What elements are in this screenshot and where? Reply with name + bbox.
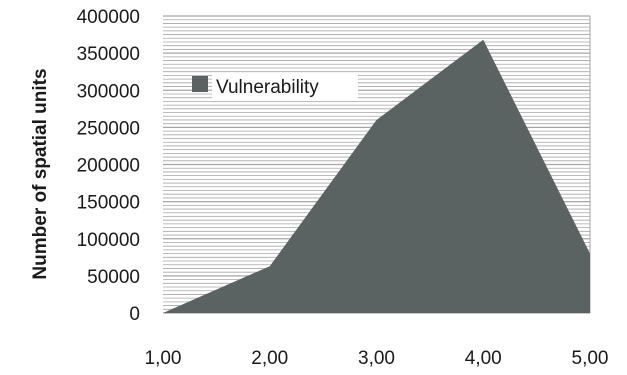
x-tick-label: 2,00 [251, 348, 288, 369]
y-tick-label: 150000 [77, 193, 140, 214]
x-tick-label: 5,00 [572, 348, 609, 369]
y-tick-label: 0 [129, 304, 140, 325]
y-tick-label: 400000 [77, 7, 140, 28]
y-tick-label: 250000 [77, 118, 140, 139]
legend: Vulnerability [192, 73, 358, 99]
y-tick-label: 100000 [77, 230, 140, 251]
legend-label-vulnerability: Vulnerability [216, 77, 319, 98]
x-tick-label: 3,00 [358, 348, 395, 369]
y-tick-label: 350000 [77, 44, 140, 65]
y-axis-ticks: 0 50000 100000 150000 200000 250000 300000 3500… [77, 7, 140, 325]
y-tick-label: 200000 [77, 156, 140, 177]
y-tick-label: 50000 [87, 267, 140, 288]
y-tick-label: 300000 [77, 81, 140, 102]
y-axis-title: Number of spatial units [30, 68, 51, 279]
x-axis-ticks: 1,00 2,00 3,00 4,00 5,00 [145, 348, 609, 369]
legend-label-background [212, 73, 358, 99]
series-area-vulnerability [163, 39, 590, 313]
x-tick-label: 1,00 [145, 348, 182, 369]
legend-swatch-vulnerability [192, 76, 208, 92]
x-tick-label: 4,00 [465, 348, 502, 369]
